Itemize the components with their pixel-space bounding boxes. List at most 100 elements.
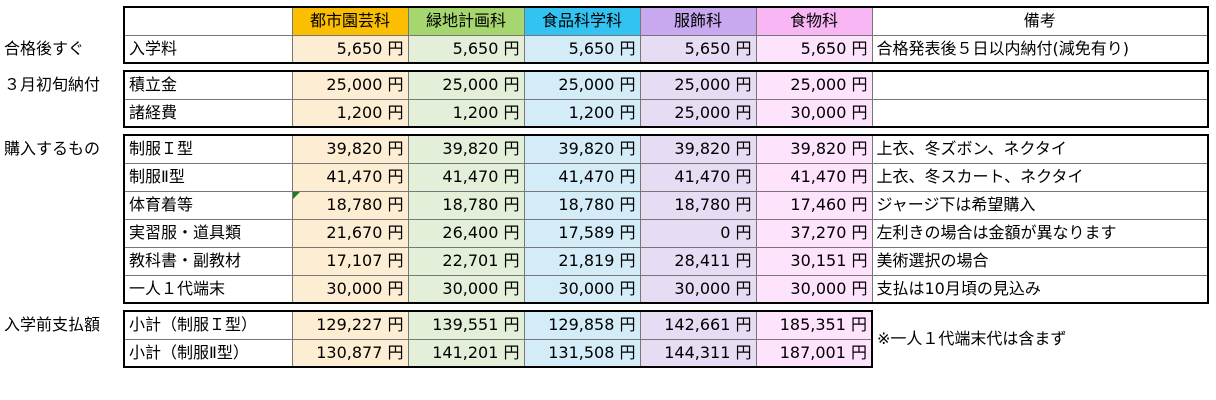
- note-cell: 上衣、冬ズボン、ネクタイ: [871, 134, 1209, 164]
- note-cell: [871, 98, 1209, 128]
- amount-cell: 22,701 円: [407, 246, 525, 276]
- table-row: 購入するもの 制服Ｉ型 39,820 円 39,820 円 39,820 円 39,820…: [0, 134, 1209, 164]
- amount-cell: 17,460 円: [755, 190, 873, 220]
- amount-cell: 5,650 円: [407, 34, 525, 64]
- amount-cell: 1,200 円: [523, 98, 641, 128]
- amount-cell: 30,000 円: [755, 98, 873, 128]
- section-title-blank: [0, 247, 124, 275]
- amount-cell: 39,820 円: [523, 134, 641, 164]
- totals-note: ※一人１代端末代は含まず: [877, 329, 1067, 348]
- row-label: 諸経費: [123, 98, 293, 128]
- amount-cell: 129,227 円: [291, 310, 409, 340]
- row-label: 体育着等: [123, 190, 293, 220]
- amount-cell: 25,000 円: [523, 70, 641, 100]
- row-label: 教科書・副教材: [123, 246, 293, 276]
- table-row: 体育着等 18,780 円 18,780 円 18,780 円 18,780 円 17,4…: [0, 190, 1209, 220]
- header-department: 食物科: [755, 6, 873, 36]
- section-gap: [0, 127, 1208, 135]
- header-department: 都市園芸科: [291, 6, 409, 36]
- header-department: 緑地計画科: [407, 6, 525, 36]
- fee-table: 都市園芸科 緑地計画科 食品科学科 服飾科 食物科 備考 合格後すぐ 入学料 5,650 円 5,…: [0, 6, 1209, 368]
- note-cell: 上衣、冬スカート、ネクタイ: [871, 162, 1209, 192]
- row-label: 入学料: [123, 34, 293, 64]
- amount-cell: 41,470 円: [291, 162, 409, 192]
- note-cell: ジャージ下は希望購入: [871, 190, 1209, 220]
- amount-cell: 142,661 円: [639, 310, 757, 340]
- header-item-blank: [123, 6, 293, 36]
- gap-cell: [0, 63, 1208, 71]
- row-label: 一人１代端末: [123, 274, 293, 304]
- row-label: 小計（制服Ⅱ型）: [123, 338, 293, 368]
- amount-cell: 5,650 円: [639, 34, 757, 64]
- amount-cell: 37,270 円: [755, 218, 873, 248]
- section-gap: [0, 303, 1208, 311]
- row-label: 制服Ｉ型: [123, 134, 293, 164]
- amount-cell: 25,000 円: [755, 70, 873, 100]
- amount-cell: 41,470 円: [523, 162, 641, 192]
- row-label: 実習服・道具類: [123, 218, 293, 248]
- section-title-blank: [0, 219, 124, 247]
- gap-cell: [0, 127, 1208, 135]
- amount-cell: 30,000 円: [639, 274, 757, 304]
- amount-cell: 25,000 円: [407, 70, 525, 100]
- amount-cell: 139,551 円: [407, 310, 525, 340]
- amount-cell: 1,200 円: [291, 98, 409, 128]
- amount-cell: 21,819 円: [523, 246, 641, 276]
- amount-cell: 25,000 円: [639, 70, 757, 100]
- amount-cell: 28,411 円: [639, 246, 757, 276]
- amount-cell: 0 円: [639, 218, 757, 248]
- gap-cell: [0, 303, 1208, 311]
- section-title: 購入するもの: [0, 135, 124, 163]
- corner-blank: [0, 7, 124, 35]
- header-department: 食品科学科: [523, 6, 641, 36]
- amount-cell: 30,000 円: [755, 274, 873, 304]
- amount-cell: 41,470 円: [755, 162, 873, 192]
- amount-cell: 30,151 円: [755, 246, 873, 276]
- section-title-blank: [0, 275, 124, 303]
- section-title-blank: [0, 99, 124, 127]
- amount-cell: 25,000 円: [639, 98, 757, 128]
- amount-cell: 17,107 円: [291, 246, 409, 276]
- amount-cell: 18,780 円: [639, 190, 757, 220]
- table-row: 諸経費 1,200 円 1,200 円 1,200 円 25,000 円 30,000 円: [0, 98, 1209, 128]
- note-cell: 美術選択の場合: [871, 246, 1209, 276]
- amount-cell: 5,650 円: [291, 34, 409, 64]
- amount-cell: 25,000 円: [291, 70, 409, 100]
- amount-cell: 185,351 円: [755, 310, 873, 340]
- amount-cell: 130,877 円: [291, 338, 409, 368]
- amount-cell: 18,780 円: [407, 190, 525, 220]
- amount-cell: 131,508 円: [523, 338, 641, 368]
- header-department: 服飾科: [639, 6, 757, 36]
- table-row: 制服Ⅱ型 41,470 円 41,470 円 41,470 円 41,470 円 41,4…: [0, 162, 1209, 192]
- section-title-blank: [0, 191, 124, 219]
- amount-cell: 39,820 円: [291, 134, 409, 164]
- amount-cell: 17,589 円: [523, 218, 641, 248]
- amount-cell: 18,780 円: [291, 190, 409, 220]
- section-title: 入学前支払額: [0, 311, 124, 339]
- amount-cell: 39,820 円: [407, 134, 525, 164]
- amount-cell: 39,820 円: [639, 134, 757, 164]
- amount-cell: 144,311 円: [639, 338, 757, 368]
- table-row: ３月初旬納付 積立金 25,000 円 25,000 円 25,000 円 25,000 …: [0, 70, 1209, 100]
- note-cell: 合格発表後５日以内納付(減免有り): [871, 34, 1209, 64]
- amount-cell: 30,000 円: [407, 274, 525, 304]
- table-row: 入学前支払額 小計（制服Ｉ型） 129,227 円 139,551 円 129,858 …: [0, 310, 1208, 348]
- amount-cell: 1,200 円: [407, 98, 525, 128]
- section-title: ３月初旬納付: [0, 71, 124, 99]
- amount-cell: 30,000 円: [523, 274, 641, 304]
- amount-cell: 30,000 円: [291, 274, 409, 304]
- note-cell: 左利きの場合は金額が異なります: [871, 218, 1209, 248]
- table-row: 合格後すぐ 入学料 5,650 円 5,650 円 5,650 円 5,650 円 5,65…: [0, 34, 1209, 64]
- note-cell: 支払は10月頃の見込み: [871, 274, 1209, 304]
- amount-cell: 141,201 円: [407, 338, 525, 368]
- header-notes: 備考: [871, 6, 1209, 36]
- header-row: 都市園芸科 緑地計画科 食品科学科 服飾科 食物科 備考: [0, 6, 1209, 36]
- amount-cell: 18,780 円: [523, 190, 641, 220]
- row-label: 積立金: [123, 70, 293, 100]
- section-gap: [0, 63, 1208, 71]
- section-title-blank: [0, 163, 124, 191]
- amount-cell: 41,470 円: [639, 162, 757, 192]
- note-cell: [871, 70, 1209, 100]
